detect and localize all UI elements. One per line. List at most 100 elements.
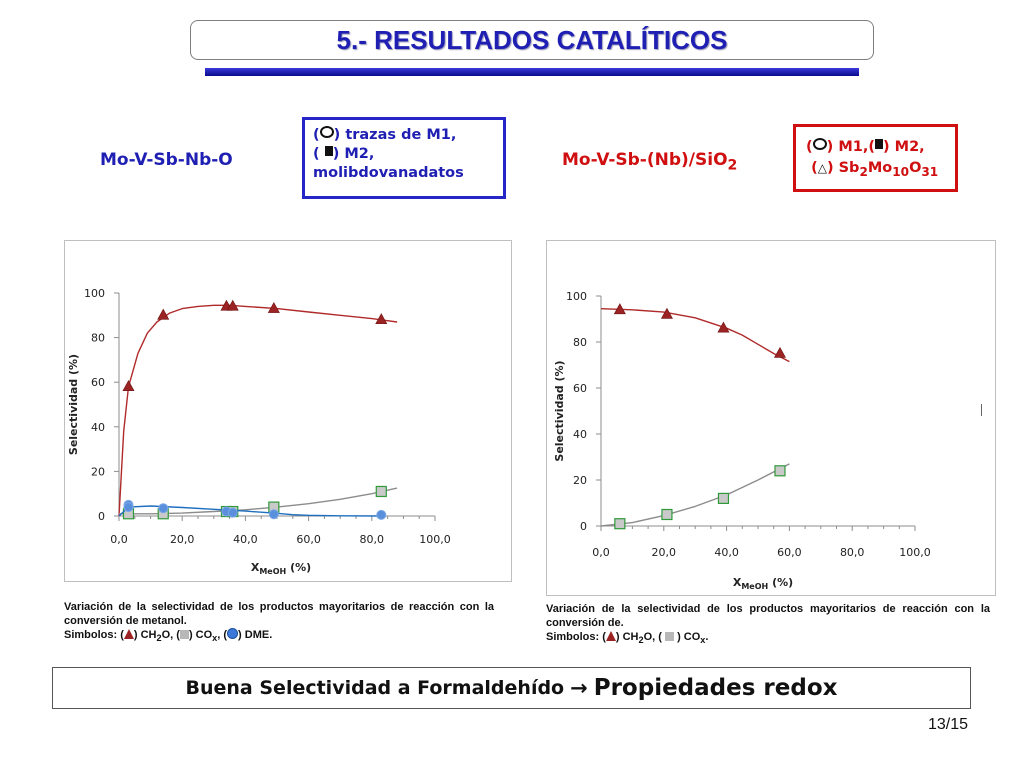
arrow-right-icon: → — [570, 676, 588, 700]
caption-text: ) CH — [615, 631, 639, 643]
system-right-main: Mo-V-Sb-(Nb)/SiO — [562, 150, 728, 170]
legend-right-sub3: 31 — [921, 164, 939, 179]
caption-right: Variación de la selectividad de los prod… — [546, 602, 990, 647]
y-tick-label: 0 — [580, 520, 587, 533]
title-underline-bar — [205, 68, 859, 76]
conclusion-box: Buena Selectividad a Formaldehído → Prop… — [52, 667, 971, 709]
circle-point — [158, 503, 169, 514]
x-tick-label: 80,0 — [840, 546, 865, 559]
legend-right-formula-a: ) Sb — [826, 160, 860, 176]
triangle-point — [157, 308, 170, 320]
legend-box-left: ( ) trazas de M1, ( ) M2, molibdovanadato… — [302, 117, 506, 199]
chart-frame-right: 0 20 40 60 80 100 0,0 20,0 40,0 60,0 80,0 100,0 Sele… — [546, 240, 996, 596]
triangle-point — [773, 346, 786, 358]
caption-sub: 2 — [156, 633, 162, 644]
open-circle-icon — [319, 126, 334, 138]
square-point — [717, 492, 730, 504]
x-tick-label: 20,0 — [652, 546, 677, 559]
legend-right-line2: (△) Sb2Mo10O31 — [806, 158, 947, 183]
y-tick-label: 40 — [573, 428, 587, 441]
legend-right-sub1: 2 — [859, 164, 868, 179]
page-title: 5.- RESULTADOS CATALÍTICOS — [336, 24, 728, 55]
y-tick-label: 80 — [573, 336, 587, 349]
x-axis-label-main: X — [733, 576, 742, 589]
caption-text: . — [705, 631, 709, 643]
caption-left-symbols: Simbolos: () CH2O, () COx, () DME. — [64, 628, 494, 645]
legend-paren: ( — [313, 127, 320, 143]
legend-left-text1: ) trazas de M1, — [333, 127, 457, 143]
legend-right-text1: ) M1,( — [826, 139, 875, 155]
triangle-marker-icon — [123, 629, 134, 639]
square-marker-icon — [179, 630, 189, 639]
y-tick-label: 100 — [84, 287, 105, 300]
triangle-point — [660, 307, 673, 319]
caption-right-symbols: Simbolos: () CH2O, ( ) COx. — [546, 630, 990, 647]
legend-right-line1: () M1,() M2, — [806, 137, 947, 158]
legend-left-line2: ( ) M2, — [313, 145, 495, 164]
open-circle-icon — [812, 138, 827, 150]
x-axis-label: XMeOH (%) — [251, 561, 311, 576]
square-point — [614, 518, 626, 530]
conclusion-text-2: Propiedades redox — [593, 675, 838, 701]
triangle-point — [122, 380, 135, 391]
caption-sub: x — [212, 633, 218, 644]
square-point — [774, 465, 786, 477]
x-tick-label: 0,0 — [110, 533, 128, 546]
page-number: 13/15 — [928, 716, 969, 733]
legend-right-text2: ) M2, — [882, 139, 925, 155]
caption-text: ) CO — [188, 629, 213, 641]
caption-text: O, ( — [643, 631, 662, 643]
triangle-point — [613, 303, 626, 315]
legend-left-text2: ) M2, — [332, 146, 375, 162]
legend-right-formula-c: O — [909, 160, 922, 176]
x-axis-label-sub: MeOH — [741, 582, 768, 591]
x-axis-label-unit: (%) — [768, 576, 793, 589]
y-axis-label: Selectividad (%) — [67, 354, 80, 455]
circle-point — [268, 509, 279, 520]
y-tick-label: 60 — [573, 382, 587, 395]
system-right-sub: 2 — [727, 157, 738, 174]
y-tick-label: 20 — [573, 474, 587, 487]
chart-right: 0 20 40 60 80 100 0,0 20,0 40,0 60,0 80,0 100,0 Sele… — [553, 290, 931, 591]
caption-text: , ( — [217, 629, 228, 641]
caption-sym-label: Simbolos: ( — [64, 629, 124, 641]
legend-left-line1: ( ) trazas de M1, — [313, 126, 495, 145]
caption-sub: 2 — [638, 635, 644, 646]
caption-left-line1: Variación de la selectividad de los prod… — [64, 601, 494, 627]
x-tick-label: 0,0 — [592, 546, 610, 559]
legend-left-line3: molibdovanadatos — [313, 165, 464, 181]
y-tick-label: 40 — [91, 421, 105, 434]
caption-text: ) CH — [133, 629, 157, 641]
stray-mark — [981, 404, 982, 416]
y-tick-label: 100 — [566, 290, 587, 303]
series-triangle-fit-line — [118, 304, 398, 517]
circle-point — [376, 509, 387, 520]
x-tick-label: 60,0 — [777, 546, 802, 559]
caption-right-line1: Variación de la selectividad de los prod… — [546, 603, 990, 629]
x-tick-label: 80,0 — [360, 533, 385, 546]
legend-paren: ( — [313, 146, 320, 162]
system-label-right: Mo-V-Sb-(Nb)/SiO2 — [562, 150, 737, 173]
chart-frame-left: 0 20 40 60 80 100 0,0 20,0 40,0 60,0 80,0 100,0 Sele… — [64, 240, 512, 582]
y-tick-label: 60 — [91, 376, 105, 389]
legend-right-sub2: 10 — [892, 164, 910, 179]
series-circle-fit-line — [118, 505, 382, 517]
caption-text: ) CO — [677, 631, 701, 643]
x-axis-label: XMeOH (%) — [733, 576, 793, 591]
caption-text: O, ( — [161, 629, 180, 641]
series-square-fit-line — [600, 463, 790, 527]
x-axis-label-sub: MeOH — [259, 567, 286, 576]
chart-left: 0 20 40 60 80 100 0,0 20,0 40,0 60,0 80,0 100,0 Sele… — [67, 287, 451, 576]
open-triangle-icon: △ — [817, 161, 827, 175]
y-tick-label: 0 — [98, 510, 105, 523]
series-triangle-fit-line — [600, 308, 790, 363]
caption-left: Variación de la selectividad de los prod… — [64, 600, 494, 645]
square-point — [375, 485, 387, 498]
triangle-point — [717, 321, 730, 333]
legend-right-formula-b: Mo — [867, 160, 893, 176]
legend-paren: ( — [811, 160, 818, 176]
x-tick-label: 100,0 — [899, 546, 931, 559]
y-tick-label: 20 — [91, 465, 105, 478]
legend-box-right: ( ) M1,( ) M2, (△) Sb2Mo10O31 — [793, 124, 958, 192]
circle-point — [227, 507, 238, 518]
